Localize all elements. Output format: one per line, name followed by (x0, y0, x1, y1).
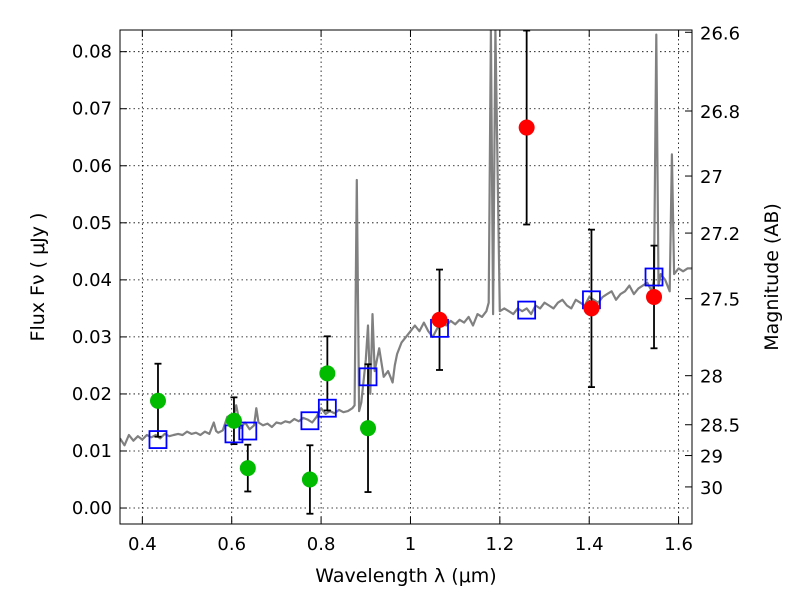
x-tick-label: 1.4 (575, 534, 604, 555)
x-axis-label: Wavelength λ (μm) (315, 565, 496, 587)
spectrum-layer (120, 30, 692, 447)
y-tick-label: 0.03 (72, 327, 112, 348)
red-data-point (518, 119, 535, 136)
plot-area (120, 30, 692, 515)
model-square-marker (148, 430, 168, 449)
x-tick-label: 1.2 (486, 534, 515, 555)
right-tick-label: 28 (700, 367, 723, 388)
grid (120, 30, 692, 524)
green-data-point (360, 420, 377, 437)
y-tick-labels: 0.00 0.01 0.02 0.03 0.04 0.05 0.06 0.07 0.08 (72, 42, 112, 519)
right-axis-label: Magnitude (AB) (761, 203, 783, 351)
x-tick-labels: 0.4 0.6 0.8 1 1.2 1.4 1.6 (128, 534, 693, 555)
model-square-marker (317, 398, 337, 418)
green-data-point (149, 392, 166, 409)
y-tick-label: 0.06 (72, 156, 112, 177)
y-tick-label: 0.07 (72, 99, 112, 120)
right-tick-label: 27.2 (700, 224, 740, 245)
errorbar-layer (154, 30, 658, 515)
model-square-marker (300, 411, 320, 431)
y-tick-label: 0.01 (72, 441, 112, 462)
y-tick-label: 0.00 (72, 498, 112, 519)
plot-frame (119, 29, 693, 525)
right-tick-label: 30 (700, 478, 723, 499)
right-tick-label: 27.5 (700, 290, 740, 311)
ticks (120, 30, 692, 524)
y-tick-label: 0.04 (72, 270, 112, 291)
model-square-marker (358, 367, 378, 387)
green-data-point (301, 471, 318, 488)
right-tick-label: 27 (700, 167, 723, 188)
green-data-point (239, 460, 256, 477)
y-axis-label: Flux Fν ( μJy ) (27, 213, 49, 342)
marker-layer (148, 119, 664, 488)
right-tick-label: 26.8 (700, 102, 740, 123)
x-tick-label: 0.4 (128, 534, 157, 555)
right-tick-label: 26.6 (700, 23, 740, 44)
y-tick-label: 0.08 (72, 42, 112, 63)
model-square-marker (238, 421, 258, 441)
model-square-marker (517, 300, 537, 320)
x-tick-label: 1.6 (664, 534, 693, 555)
right-tick-label: 28.5 (700, 416, 740, 437)
right-tick-labels: 26.6 26.8 27 27.2 27.5 28 28.5 29 30 (700, 23, 740, 499)
right-tick-label: 29 (700, 447, 723, 468)
spectrum-line (120, 30, 692, 447)
green-data-point (225, 412, 242, 429)
red-data-point (646, 288, 663, 305)
x-tick-label: 1 (405, 534, 416, 555)
model-square-marker (644, 267, 664, 287)
x-tick-label: 0.8 (307, 534, 336, 555)
green-data-point (319, 365, 336, 382)
red-data-point (583, 300, 600, 317)
y-tick-label: 0.05 (72, 213, 112, 234)
red-data-point (431, 311, 448, 328)
y-tick-label: 0.02 (72, 384, 112, 405)
x-tick-label: 0.6 (217, 534, 246, 555)
